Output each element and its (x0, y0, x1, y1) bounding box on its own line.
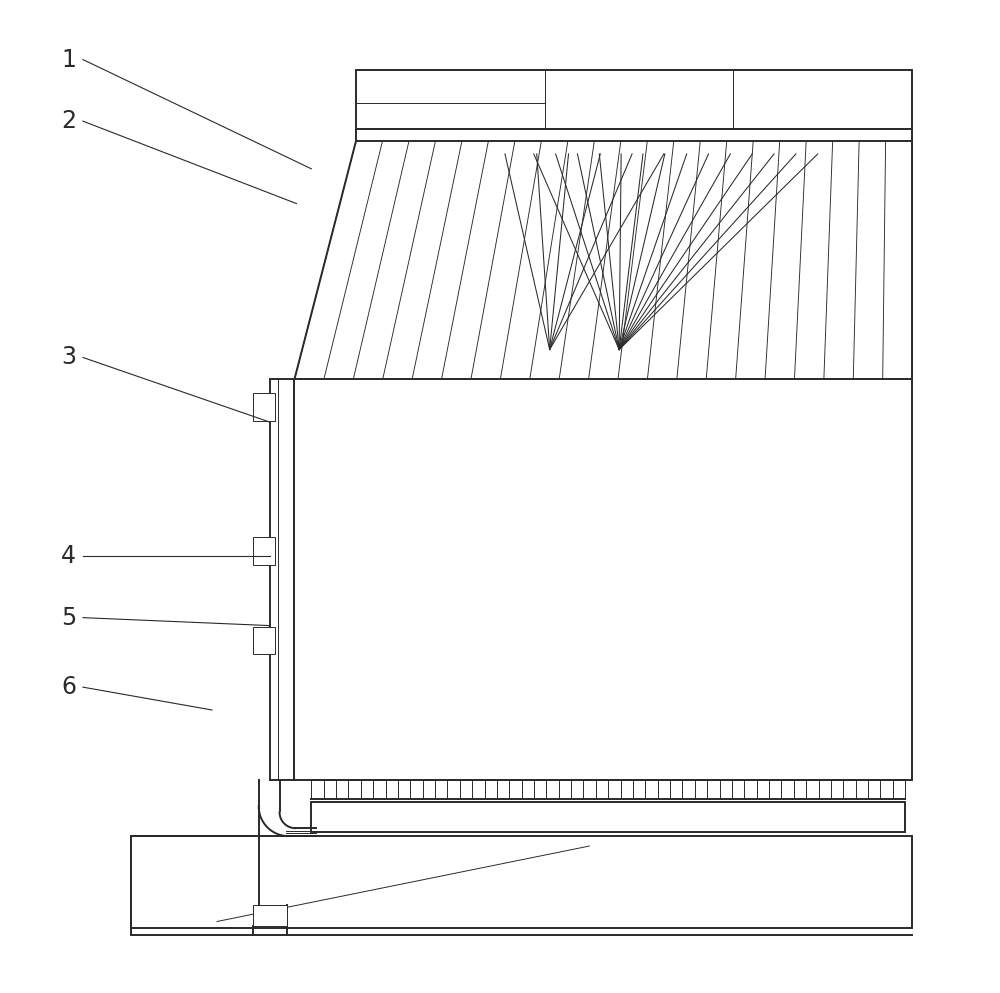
Text: 1: 1 (61, 48, 76, 71)
Bar (253, 627, 275, 654)
Bar (253, 905, 287, 926)
Text: 2: 2 (61, 109, 76, 133)
Bar (131, 836, 912, 928)
Bar (311, 802, 905, 832)
Bar (270, 379, 294, 780)
Text: 6: 6 (61, 675, 76, 699)
Text: 3: 3 (61, 346, 76, 369)
Text: 4: 4 (61, 544, 76, 568)
Bar (356, 129, 912, 141)
Bar (356, 70, 912, 129)
Bar (253, 537, 275, 565)
Bar (253, 393, 275, 421)
Text: 5: 5 (61, 606, 76, 630)
Bar (294, 379, 912, 780)
